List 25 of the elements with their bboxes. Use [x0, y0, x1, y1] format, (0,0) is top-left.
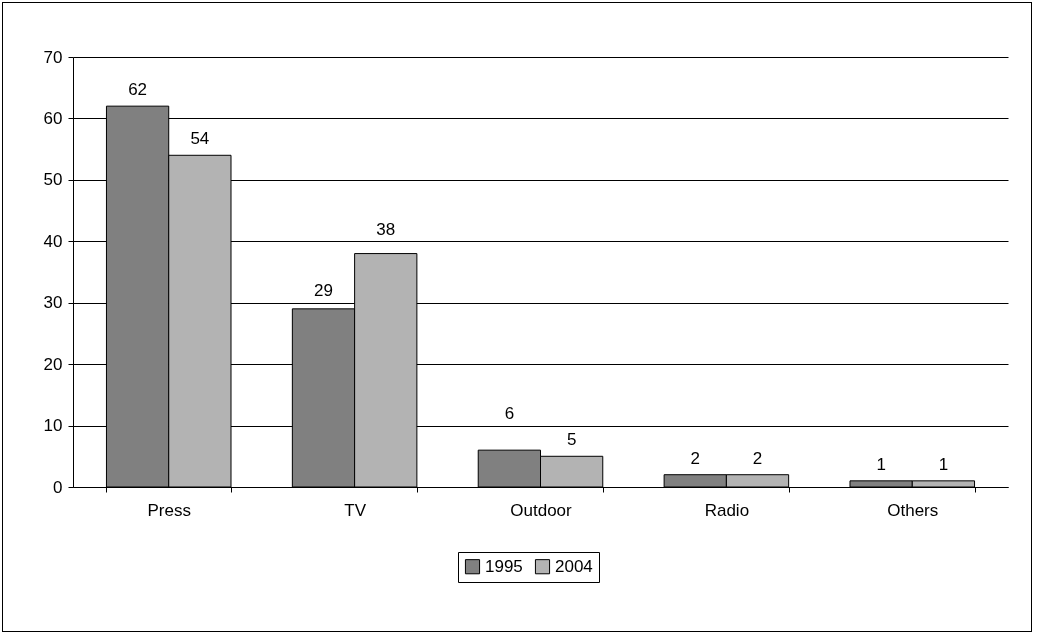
data-label: 62	[128, 80, 148, 100]
data-label: 54	[190, 129, 210, 149]
legend-label: 1995	[485, 556, 523, 576]
data-label: 29	[314, 280, 333, 300]
x-tick-label: Others	[887, 500, 939, 520]
y-tick-label: 20	[43, 354, 63, 374]
data-label: 38	[376, 219, 396, 239]
data-label: 1	[876, 454, 886, 474]
x-tick-label: TV	[344, 500, 367, 520]
y-tick-label: 0	[53, 477, 63, 497]
x-tick-label: Outdoor	[510, 500, 573, 520]
y-tick-label: 70	[43, 47, 63, 67]
y-tick-label: 40	[43, 231, 63, 251]
data-label: 6	[504, 404, 515, 424]
y-tick-label: 60	[43, 108, 63, 128]
data-label: 5	[566, 430, 577, 450]
x-tick-label: Radio	[704, 500, 750, 520]
y-tick-label: 50	[43, 170, 63, 190]
data-label: 1	[938, 454, 949, 474]
y-tick-label: 30	[43, 293, 63, 313]
data-label: 2	[690, 448, 700, 468]
data-label: 2	[752, 448, 763, 468]
x-tick-label: Press	[147, 500, 191, 520]
legend-label: 2004	[555, 556, 593, 576]
y-tick-label: 10	[43, 416, 63, 436]
